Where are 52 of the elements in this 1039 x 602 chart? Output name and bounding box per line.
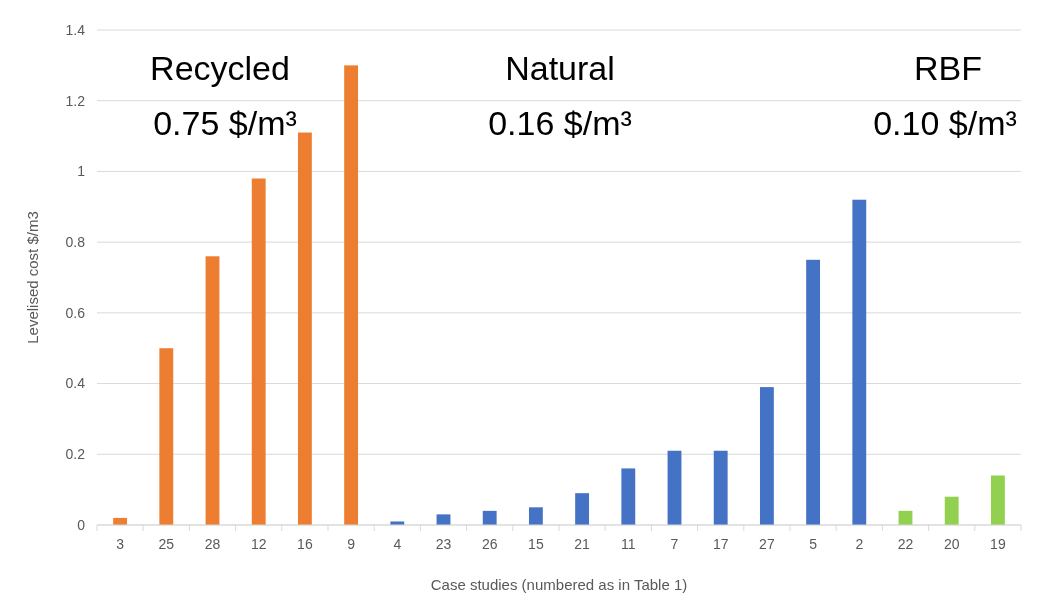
x-tick-label: 26 <box>481 536 498 552</box>
bar <box>251 178 266 525</box>
x-tick-label: 17 <box>712 536 729 552</box>
bar <box>621 468 636 525</box>
bar <box>575 493 590 525</box>
bar <box>344 65 359 525</box>
x-tick-label: 22 <box>897 536 914 552</box>
x-tick-label: 20 <box>943 536 960 552</box>
x-tick-label: 21 <box>574 536 591 552</box>
y-axis-title: Levelised cost $/m3 <box>24 211 41 344</box>
x-tick-label: 28 <box>204 536 221 552</box>
bar <box>990 475 1005 525</box>
x-axis-title: Case studies (numbered as in Table 1) <box>430 576 688 593</box>
x-tick-label: 2 <box>855 536 864 552</box>
bar <box>297 132 312 525</box>
annotation: 0.16 $/m³ <box>488 104 632 142</box>
annotation: 0.75 $/m³ <box>153 104 297 142</box>
bar <box>528 507 543 525</box>
x-tick-label: 27 <box>759 536 775 552</box>
x-tick-label: 25 <box>158 536 175 552</box>
bar <box>806 259 821 525</box>
bar <box>852 199 867 525</box>
x-tick-label: 23 <box>435 536 452 552</box>
bar <box>759 387 774 525</box>
bar <box>667 450 682 525</box>
x-tick-label: 15 <box>528 536 544 552</box>
x-tick-label: 7 <box>670 536 679 552</box>
y-tick-label: 0.6 <box>65 304 86 321</box>
x-tick-label: 11 <box>621 536 636 552</box>
x-tick-label: 19 <box>990 536 1006 552</box>
annotation: Recycled <box>150 49 290 87</box>
bar <box>713 450 728 525</box>
x-tick-label: 3 <box>116 536 125 552</box>
bar <box>205 256 220 525</box>
y-tick-label: 0.4 <box>65 375 86 392</box>
annotation: 0.10 $/m³ <box>873 104 1017 142</box>
bar <box>482 510 497 525</box>
bar <box>159 348 174 525</box>
y-tick-label: 0.8 <box>65 234 86 251</box>
y-tick-label: 1.2 <box>65 92 86 109</box>
y-tick-label: 0.2 <box>65 446 86 463</box>
annotation: Natural <box>505 49 615 87</box>
x-tick-label: 12 <box>250 536 267 552</box>
annotation: RBF <box>914 49 982 87</box>
x-tick-label: 16 <box>297 536 313 552</box>
bar <box>944 496 959 525</box>
x-tick-label: 5 <box>809 536 818 552</box>
y-tick-label: 0 <box>77 516 86 533</box>
x-tick-label: 4 <box>393 536 402 552</box>
y-tick-label: 1.4 <box>65 21 86 38</box>
y-tick-label: 1 <box>77 163 86 180</box>
x-tick-label: 9 <box>347 536 356 552</box>
